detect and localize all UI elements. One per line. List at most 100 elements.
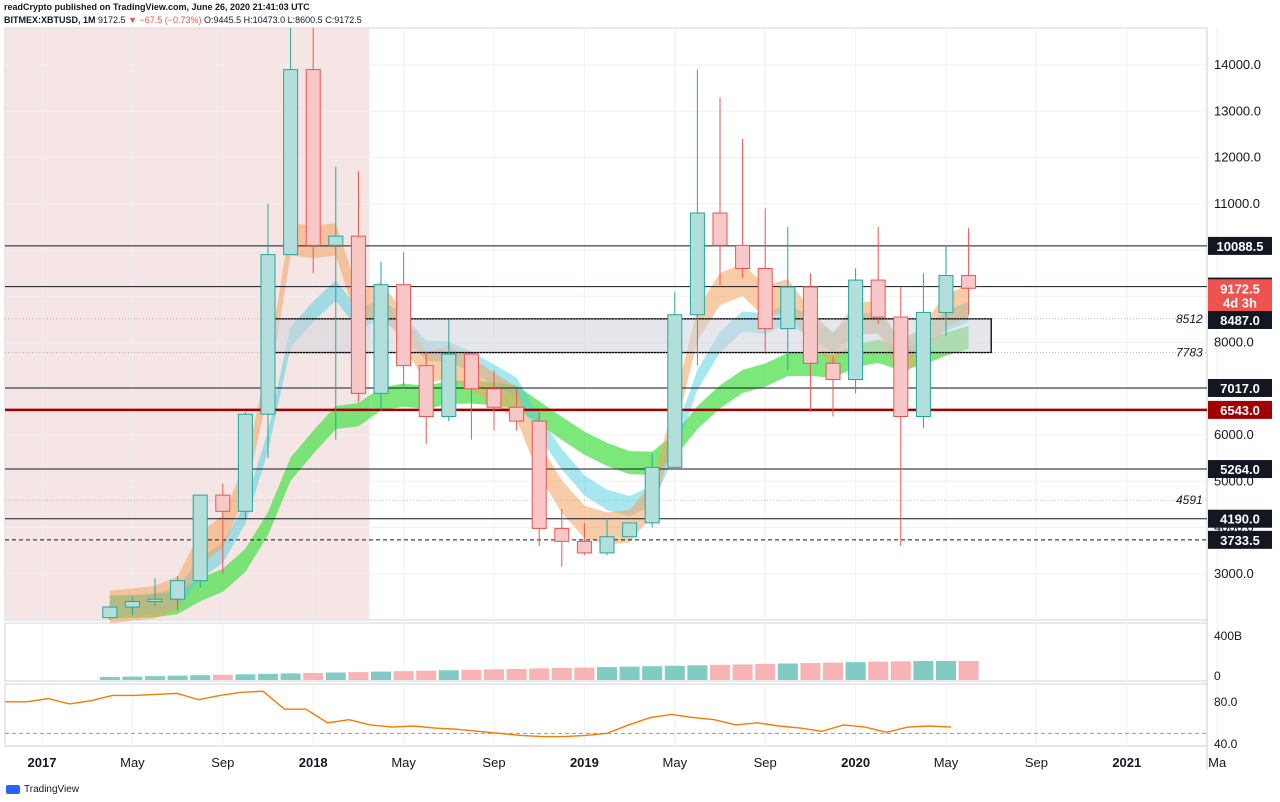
time-tick-label: Sep xyxy=(211,755,234,770)
volume-bar xyxy=(461,669,482,680)
candle-body xyxy=(554,527,570,542)
candle-body xyxy=(689,212,705,316)
open-value: O:9445.5 xyxy=(204,15,242,25)
price-label-bg xyxy=(1208,293,1272,312)
price-tick-label: 12000.0 xyxy=(1214,150,1261,165)
time-tick-label: 2017 xyxy=(28,755,57,770)
symbol-ohlc-line: BITMEX:XBTUSD, 1M 9172.5 ▼ −67.5 (−0.73%… xyxy=(4,15,362,25)
high-value: H:10473.0 xyxy=(243,15,286,25)
candle-body xyxy=(102,606,118,619)
volume-bar xyxy=(777,663,798,680)
last-price: 9172.5 xyxy=(98,15,126,25)
tradingview-logo: TradingView xyxy=(6,784,79,795)
volume-bar xyxy=(574,667,595,680)
symbol-label[interactable]: BITMEX:XBTUSD, 1M xyxy=(4,15,96,25)
volume-bar xyxy=(145,676,165,680)
volume-bar xyxy=(958,661,979,680)
price-tick-label: 14000.0 xyxy=(1214,57,1261,72)
price-label-bg xyxy=(1208,378,1272,397)
volume-bar xyxy=(303,672,324,680)
volume-bar xyxy=(619,666,640,680)
candle-body xyxy=(192,494,208,582)
volume-bar xyxy=(99,677,120,680)
candle-body xyxy=(780,286,796,330)
price-label-bg xyxy=(1208,530,1272,549)
volume-bar xyxy=(167,675,188,680)
time-tick-label: May xyxy=(934,755,959,770)
oscillator-line xyxy=(5,690,952,738)
candle-body xyxy=(463,353,479,390)
volume-bar xyxy=(235,674,256,680)
price-label: 8487.0 xyxy=(1220,313,1260,328)
candle-body xyxy=(802,286,818,364)
candle-body xyxy=(825,362,841,380)
volume-bar xyxy=(393,671,414,680)
volume-bar xyxy=(280,673,301,680)
candle-body xyxy=(915,311,931,417)
candle-body xyxy=(396,284,412,367)
candle-body xyxy=(848,279,864,380)
publisher-line: readCrypto published on TradingView.com,… xyxy=(4,2,310,12)
candle-body xyxy=(418,365,434,417)
price-tick-label: 11000.0 xyxy=(1214,196,1260,211)
candle-body xyxy=(260,254,276,415)
volume-bar xyxy=(710,664,730,680)
price-label-bg xyxy=(1208,236,1272,255)
price-tick-label: 3000.0 xyxy=(1214,566,1254,581)
candle-body xyxy=(531,420,547,529)
candle-body xyxy=(215,494,231,512)
mid-ma-ribbon xyxy=(109,280,969,618)
candle-body xyxy=(441,353,457,417)
candle-body xyxy=(147,598,163,602)
volume-bar xyxy=(506,668,527,680)
price-label-bg xyxy=(1208,509,1272,528)
candle-body xyxy=(757,268,773,330)
time-tick-label: May xyxy=(663,755,688,770)
price-tick-label: 6000.0 xyxy=(1214,427,1254,442)
volume-bar xyxy=(438,670,459,680)
volume-bar xyxy=(416,670,437,680)
time-tick-label: Ma xyxy=(1208,755,1227,770)
volume-bar xyxy=(868,661,889,680)
close-value: C:9172.5 xyxy=(325,15,362,25)
volume-bar xyxy=(687,665,708,680)
price-tick-label: 13000.0 xyxy=(1214,103,1261,118)
candle-body xyxy=(170,580,186,600)
volume-bar xyxy=(755,663,776,680)
price-label: 6543.0 xyxy=(1220,403,1260,418)
price-change: ▼ −67.5 (−0.73%) xyxy=(128,15,202,25)
price-label: 4190.0 xyxy=(1220,512,1260,527)
volume-bar xyxy=(936,661,956,680)
volume-tick-label: 400B xyxy=(1214,629,1242,643)
price-label: 7017.0 xyxy=(1220,381,1260,396)
candle-body xyxy=(938,274,954,313)
candle-body xyxy=(712,212,728,246)
price-label: 4d 3h xyxy=(1223,296,1257,311)
candle-body xyxy=(283,69,299,256)
time-tick-label: May xyxy=(120,755,145,770)
volume-bar xyxy=(800,663,821,680)
volume-bar xyxy=(348,672,369,680)
slow-ma-ribbon xyxy=(109,325,969,619)
candle-body xyxy=(576,540,592,554)
candle-body xyxy=(328,235,344,246)
time-tick-label: 2021 xyxy=(1112,755,1141,770)
time-tick-label: 2018 xyxy=(299,755,328,770)
price-label-bg xyxy=(1208,460,1272,479)
candle-body xyxy=(644,466,660,524)
candle-body xyxy=(305,69,321,246)
price-tick-label: 8000.0 xyxy=(1214,335,1254,350)
annotation-label: 7783 xyxy=(1176,346,1203,360)
time-tick-label: May xyxy=(391,755,416,770)
volume-bar xyxy=(845,662,866,680)
volume-bar xyxy=(371,671,391,680)
candle-body xyxy=(509,406,525,422)
candle-body xyxy=(961,274,977,289)
volume-bar xyxy=(664,665,685,680)
price-label: 3733.5 xyxy=(1220,533,1260,548)
time-tick-label: Sep xyxy=(754,755,777,770)
volume-bar xyxy=(551,668,572,680)
low-value: L:8600.5 xyxy=(287,15,323,25)
volume-bar xyxy=(732,664,753,680)
